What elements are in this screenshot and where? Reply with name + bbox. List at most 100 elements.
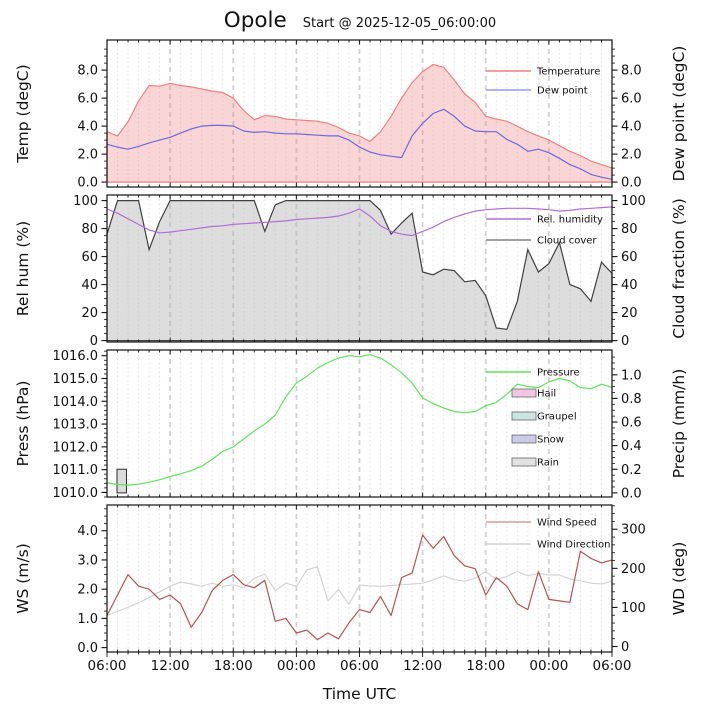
axis-title-right: Precip (mm/h) (670, 369, 688, 479)
axis-title-left: WS (m/s) (14, 543, 32, 614)
legend-label: Wind Direction (537, 540, 611, 551)
axis-title-left: Rel hum (%) (14, 221, 32, 316)
y-tick-label: 4.0 (77, 524, 98, 539)
y-tick-label: 100 (621, 194, 646, 209)
y-tick-label: 0.2 (621, 463, 642, 478)
axis-title-right: WD (deg) (670, 542, 688, 616)
y-tick-label: 3.0 (77, 553, 98, 568)
x-tick-label: 12:00 (403, 658, 442, 674)
y-tick-label: 100 (73, 194, 98, 209)
legend-item-snow: Snow (511, 434, 564, 446)
temperature-area (106, 63, 613, 183)
legend-label: Hail (537, 389, 556, 400)
axis-title-left: Press (hPa) (14, 381, 32, 467)
y-tick-label: 100 (621, 601, 646, 616)
x-tick-label: 00:00 (529, 658, 568, 674)
legend-swatch-box (511, 434, 537, 444)
x-tick-label: 18:00 (466, 658, 505, 674)
y-tick-label: 80 (81, 222, 98, 237)
legend-label: Graupel (537, 412, 577, 423)
y-tick-label: 0.0 (77, 176, 98, 191)
y-tick-label: 1.0 (621, 368, 642, 383)
legend-label: Temperature (536, 67, 600, 78)
y-tick-label: 1.0 (77, 612, 98, 627)
legend-label: Dew point (537, 86, 588, 97)
y-tick-label: 20 (621, 306, 638, 321)
rel-humidity-line (106, 206, 613, 237)
legend-item-pressure: Pressure (486, 368, 580, 379)
wind-direction-line (106, 566, 613, 617)
x-axis-title: Time UTC (322, 685, 397, 703)
legend-label: Rain (537, 458, 559, 469)
cloud-cover-area (106, 200, 613, 342)
y-tick-label: 0.6 (621, 416, 642, 431)
chart-subtitle: Start @ 2025-12-05_06:00:00 (302, 16, 497, 31)
legend-label: Pressure (537, 368, 580, 379)
dew-point-line (106, 108, 613, 180)
x-tick-label: 06:00 (340, 658, 379, 674)
axis-title-right: Cloud fraction (%) (670, 198, 688, 339)
y-tick-label: 2.0 (621, 148, 642, 163)
legend-item-wind-speed: Wind Speed (486, 518, 597, 529)
x-tick-label: 18:00 (214, 658, 253, 674)
wind-speed-line (106, 534, 613, 641)
panel-humidity-cloud: 0 20 40 60 80 100 Rel hum (%) 0 20 40 60 80 100 Cloud… (14, 194, 688, 349)
legend-item-cloud-cover: Cloud cover (486, 236, 597, 247)
legend-item-dew-point: Dew point (486, 86, 588, 97)
y-tick-label: 1016.0 (53, 349, 99, 364)
y-tick-label: 200 (621, 562, 646, 577)
y-tick-label: 1015.0 (53, 372, 99, 387)
y-tick-label: 0.8 (621, 392, 642, 407)
y-tick-label: 8.0 (621, 64, 642, 79)
y-tick-label: 80 (621, 222, 638, 237)
y-tick-label: 40 (621, 278, 638, 293)
legend-item-hail: Hail (511, 388, 556, 400)
y-tick-label: 6.0 (621, 92, 642, 107)
legend-swatch-box (511, 457, 537, 467)
y-tick-label: 0.4 (621, 439, 642, 454)
x-tick-label: 00:00 (277, 658, 316, 674)
y-tick-label: 1014.0 (53, 395, 99, 410)
legend-item-rain: Rain (511, 457, 559, 469)
chart-header: Opole Start @ 2025-12-05_06:00:00 (0, 8, 720, 33)
legend-item-graupel: Graupel (511, 411, 577, 423)
x-tick-label: 06:00 (593, 658, 632, 674)
x-tick-label: 06:00 (88, 658, 127, 674)
y-tick-label: 300 (621, 523, 646, 538)
y-tick-label: 6.0 (77, 92, 98, 107)
y-tick-label: 0.0 (621, 486, 642, 501)
y-tick-label: 1013.0 (53, 418, 99, 433)
legend-label: Rel. humidity (537, 215, 603, 226)
axis-title-left: Temp (degC) (14, 64, 32, 163)
y-tick-label: 0.0 (621, 176, 642, 191)
legend-item-wind-direction: Wind Direction (486, 540, 611, 551)
y-tick-label: 20 (81, 306, 98, 321)
legend-swatch-box (511, 388, 537, 398)
y-tick-label: 1010.0 (53, 486, 99, 501)
panel-pressure-precip: 1010.0 1011.0 1012.0 1013.0 1014.0 1015.0 1016… (14, 349, 688, 501)
legend-swatch-box (511, 411, 537, 421)
chart-title: Opole (223, 8, 287, 33)
y-tick-label: 0 (621, 334, 629, 349)
axis-title-right: Dew point (degC) (670, 46, 688, 182)
y-tick-label: 8.0 (77, 64, 98, 79)
y-tick-label: 0 (621, 640, 629, 655)
legend-item-rel-humidity: Rel. humidity (486, 215, 603, 226)
y-tick-label: 60 (621, 250, 638, 265)
x-axis: 06:00 12:00 18:00 00:00 06:00 12:00 18:00 00:00… (88, 658, 632, 703)
precip-bar-rain (116, 468, 127, 494)
legend-label: Snow (537, 435, 564, 446)
panel-temperature: 0.0 2.0 4.0 6.0 8.0 Temp (degC) 0.0 2.0 4.0 6.0 8.… (14, 39, 688, 191)
pressure-line (106, 354, 613, 486)
y-tick-label: 2.0 (77, 148, 98, 163)
y-tick-label: 4.0 (77, 120, 98, 135)
y-tick-label: 0 (90, 334, 98, 349)
y-tick-label: 40 (81, 278, 98, 293)
y-tick-label: 1011.0 (53, 463, 99, 478)
y-tick-label: 1012.0 (53, 440, 99, 455)
y-tick-label: 60 (81, 250, 98, 265)
x-tick-label: 12:00 (151, 658, 190, 674)
y-tick-label: 2.0 (77, 583, 98, 598)
